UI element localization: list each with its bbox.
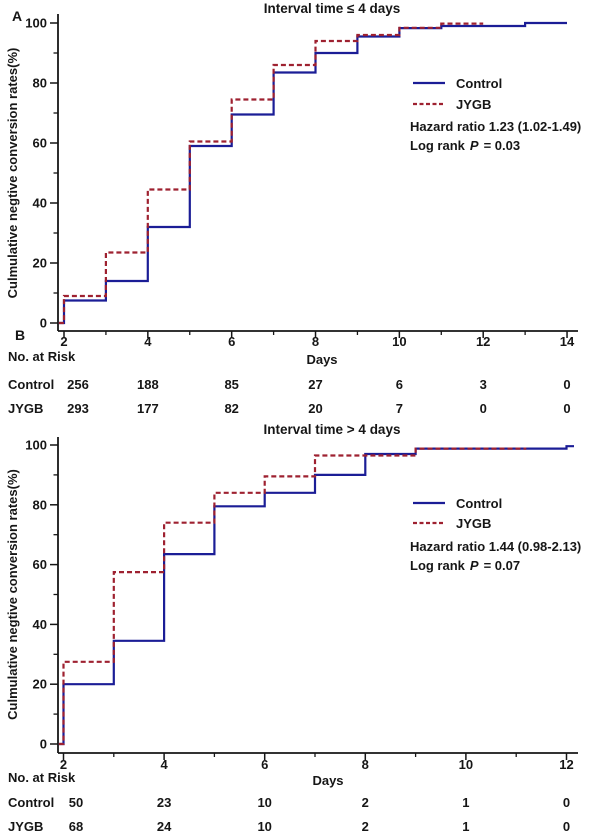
x-tick-label: 4 — [160, 757, 168, 772]
y-tick-label: 0 — [40, 737, 47, 752]
y-tick-label: 80 — [33, 497, 47, 512]
risk-value: 23 — [157, 795, 171, 810]
risk-value: 82 — [224, 401, 238, 416]
log-rank-text: Log rank P = 0.03 — [410, 138, 520, 153]
risk-value: 20 — [308, 401, 322, 416]
x-tick-label: 6 — [261, 757, 268, 772]
y-tick-label: 20 — [33, 256, 47, 271]
risk-value: 1 — [462, 795, 469, 810]
legend-label-control: Control — [456, 76, 502, 91]
x-tick-label: 4 — [144, 334, 152, 349]
risk-value: 1 — [462, 819, 469, 834]
panel-letter: A — [12, 8, 22, 24]
chart-title: Interval time ≤ 4 days — [264, 1, 400, 16]
risk-value: 27 — [308, 377, 322, 392]
y-axis-title: Culmulative negtive conversion rates(%) — [5, 48, 20, 299]
x-tick-label: 2 — [60, 334, 67, 349]
x-tick-label: 12 — [559, 757, 573, 772]
panel-letter: B — [15, 327, 25, 343]
risk-value: 2 — [362, 819, 369, 834]
hazard-ratio-text: Hazard ratio 1.44 (0.98-2.13) — [410, 539, 581, 554]
y-tick-label: 60 — [33, 136, 47, 151]
x-axis-title: Days — [306, 352, 337, 367]
risk-table-header: No. at Risk — [8, 770, 76, 785]
risk-table-header: No. at Risk — [8, 349, 76, 364]
y-tick-label: 0 — [40, 316, 47, 331]
chart-title: Interval time > 4 days — [264, 422, 401, 437]
risk-value: 0 — [563, 401, 570, 416]
y-tick-label: 80 — [33, 76, 47, 91]
risk-value: 10 — [257, 795, 271, 810]
risk-value: 256 — [67, 377, 89, 392]
risk-value: 7 — [396, 401, 403, 416]
y-tick-label: 100 — [25, 16, 47, 31]
risk-value: 10 — [257, 819, 271, 834]
x-tick-label: 2 — [60, 757, 67, 772]
risk-value: 0 — [480, 401, 487, 416]
y-tick-label: 40 — [33, 196, 47, 211]
series-jygb-curve — [58, 22, 484, 325]
risk-row-label: Control — [8, 377, 54, 392]
x-tick-label: 12 — [476, 334, 490, 349]
y-tick-label: 40 — [33, 617, 47, 632]
legend-label-jygb: JYGB — [456, 97, 491, 112]
risk-value: 85 — [224, 377, 238, 392]
x-tick-label: 8 — [362, 757, 369, 772]
series-control-curve — [58, 21, 567, 325]
x-tick-label: 8 — [312, 334, 319, 349]
risk-row-label: Control — [8, 795, 54, 810]
risk-value: 177 — [137, 401, 159, 416]
x-tick-label: 10 — [459, 757, 473, 772]
legend-label-jygb: JYGB — [456, 516, 491, 531]
y-tick-label: 60 — [33, 557, 47, 572]
risk-value: 293 — [67, 401, 89, 416]
series-jygb-curve — [58, 447, 527, 746]
x-tick-label: 10 — [392, 334, 406, 349]
legend-label-control: Control — [456, 496, 502, 511]
y-tick-label: 20 — [33, 677, 47, 692]
series-control-curve — [58, 445, 574, 746]
risk-value: 50 — [69, 795, 83, 810]
risk-value: 0 — [563, 819, 570, 834]
y-tick-label: 100 — [25, 438, 47, 453]
y-axis-title: Culmulative negtive conversion rates(%) — [5, 469, 20, 720]
risk-value: 0 — [563, 377, 570, 392]
risk-value: 3 — [480, 377, 487, 392]
x-tick-label: 14 — [560, 334, 575, 349]
risk-row-label: JYGB — [8, 819, 43, 834]
risk-value: 0 — [563, 795, 570, 810]
risk-value: 6 — [396, 377, 403, 392]
hazard-ratio-text: Hazard ratio 1.23 (1.02-1.49) — [410, 119, 581, 134]
risk-value: 68 — [69, 819, 83, 834]
risk-row-label: JYGB — [8, 401, 43, 416]
risk-value: 24 — [157, 819, 172, 834]
risk-value: 188 — [137, 377, 159, 392]
x-tick-label: 6 — [228, 334, 235, 349]
risk-value: 2 — [362, 795, 369, 810]
log-rank-text: Log rank P = 0.07 — [410, 558, 520, 573]
x-axis-title: Days — [312, 773, 343, 788]
